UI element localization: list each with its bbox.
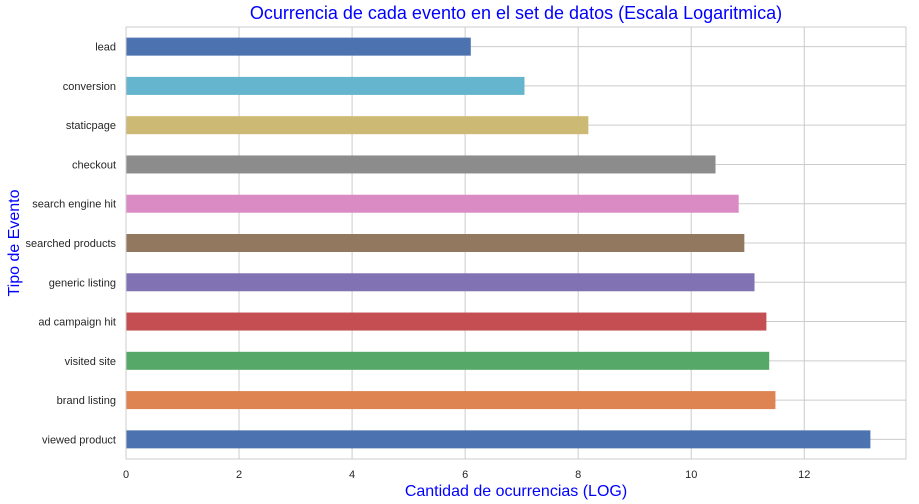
x-tick-label: 10 (685, 469, 697, 481)
x-tick-label: 4 (349, 469, 355, 481)
x-tick-label: 2 (236, 469, 242, 481)
plot-frame (125, 26, 907, 460)
x-axis-ticks: 0 2 4 6 8 10 12 (123, 469, 810, 481)
bar-staticpage (126, 116, 589, 135)
bar-brand-listing (126, 391, 776, 410)
y-axis-label: Tipo de Evento (6, 189, 23, 296)
bar-searched-products (126, 234, 745, 252)
y-tick-label: brand listing (57, 395, 116, 407)
bar-visited-site (126, 351, 770, 370)
bar-generic-listing (126, 273, 755, 292)
y-tick-label: staticpage (66, 120, 116, 132)
y-axis-ticks: lead conversion staticpage checkout search e… (26, 42, 117, 447)
chart-title: Ocurrencia de cada evento en el set de d… (250, 3, 782, 23)
y-tick-label: search engine hit (32, 199, 116, 211)
y-tick-label: ad campaign hit (38, 317, 116, 329)
y-tick-label: checkout (72, 159, 116, 171)
bar-checkout (126, 155, 716, 174)
x-axis-label: Cantidad de ocurrencias (LOG) (405, 483, 627, 500)
bar-viewed-product (126, 430, 871, 449)
x-tick-label: 0 (123, 469, 129, 481)
bar-lead (126, 37, 471, 56)
bars (126, 37, 871, 449)
x-tick-label: 8 (575, 469, 581, 481)
x-tick-label: 12 (798, 469, 810, 481)
y-tick-label: generic listing (49, 277, 116, 289)
y-tick-label: visited site (65, 356, 116, 368)
y-tick-label: searched products (26, 238, 117, 250)
y-tick-label: conversion (63, 81, 116, 93)
y-tick-label: lead (95, 42, 116, 54)
y-tick-label: viewed product (42, 434, 116, 446)
bar-conversion (126, 76, 525, 95)
bar-ad-campaign-hit (126, 312, 767, 331)
x-tick-label: 6 (462, 469, 468, 481)
bar-search-engine-hit (126, 194, 739, 213)
